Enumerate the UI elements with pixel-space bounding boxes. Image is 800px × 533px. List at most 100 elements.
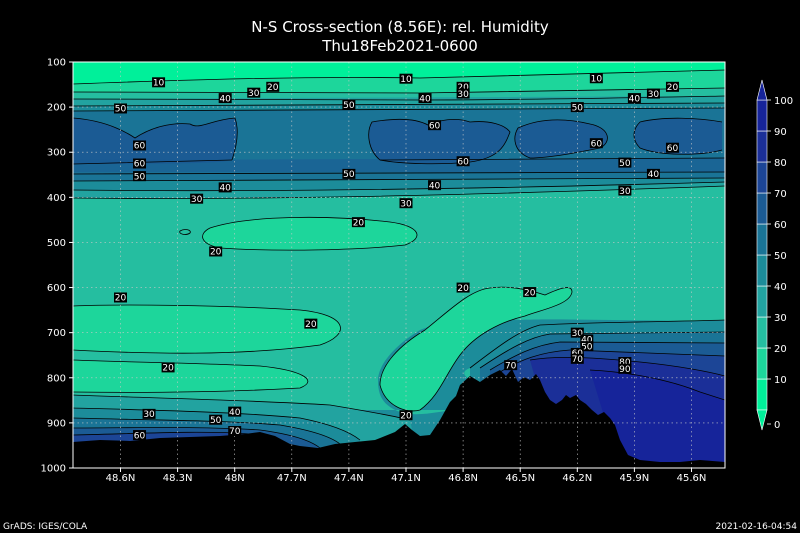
contour-label: 40 (429, 181, 441, 191)
contour-label-bg (133, 430, 147, 441)
contour-label-bg (428, 180, 442, 191)
colorbar-segment (756, 192, 768, 225)
colorbar-label: 50 (774, 251, 787, 262)
contour-label: 10 (153, 79, 165, 89)
grid (73, 62, 725, 468)
colorbar-segment (756, 285, 768, 318)
contour-label: 30 (248, 89, 260, 99)
colorbar-segment (756, 316, 768, 349)
contour-label: 70 (505, 361, 517, 371)
y-tick-label: 100 (47, 58, 66, 69)
y-tick-label: 300 (47, 148, 66, 159)
colorbar-segment (756, 378, 768, 411)
contour-label-bg (133, 140, 147, 151)
x-tick-label: 45.9N (620, 473, 650, 484)
contour-label: 40 (219, 184, 231, 194)
contour-label: 20 (524, 288, 536, 298)
colorbar-label: 80 (774, 158, 787, 169)
contour-label: 10 (591, 74, 603, 84)
contour-label-bg (228, 406, 242, 417)
contour-label: 10 (400, 75, 412, 85)
contour-label: 40 (229, 408, 241, 418)
contour-label-bg (570, 327, 584, 338)
contour-label-bg (456, 282, 470, 293)
y-tick-label: 500 (47, 238, 66, 249)
contour-label: 50 (134, 172, 146, 182)
contour-label-bg (618, 363, 632, 374)
band-30-lower (73, 182, 725, 199)
contour-label-bg (456, 88, 470, 99)
blob-20-d (73, 360, 308, 393)
contour-label: 90 (619, 365, 631, 375)
blob-20-b (73, 305, 341, 354)
contour-label-bg (570, 347, 584, 358)
band-10-20 (73, 70, 725, 93)
contour-label: 30 (572, 329, 584, 339)
contour-label-bg (418, 93, 432, 104)
contour-label-bg (351, 217, 365, 228)
contour-label-bg (627, 93, 641, 104)
contour-label: 40 (648, 170, 660, 180)
contour-label-bg (580, 341, 594, 352)
colorbar-segment (756, 223, 768, 256)
colorbar: 0 10 20 30 40 50 60 70 80 90 100 (756, 79, 793, 431)
y-tick-label: 700 (47, 328, 66, 339)
contour-label: 60 (591, 139, 603, 149)
contour-label: 60 (457, 157, 469, 167)
colorbar-label: 100 (774, 96, 793, 107)
contour-label-bg (399, 198, 413, 209)
contour-label-bg (570, 102, 584, 113)
contour-label-bg (142, 408, 156, 419)
blob-60-d (634, 118, 722, 155)
colorbar-label: 90 (774, 127, 787, 138)
contour-label-bg (589, 138, 603, 149)
y-tick-label: 200 (47, 103, 66, 114)
contour-label-bg (114, 103, 127, 114)
colorbar-label: 0 (774, 420, 780, 431)
x-tick-label: 48N (225, 473, 245, 484)
contour-label: 20 (353, 218, 365, 228)
contour-label: 40 (219, 94, 231, 104)
contour-label: 50 (619, 159, 631, 169)
x-tick-label: 46.5N (505, 473, 535, 484)
contour-label-bg (266, 81, 280, 92)
contour-label-bg (161, 362, 175, 373)
colorbar-label: 10 (774, 375, 787, 386)
contour-label-bg (646, 88, 660, 99)
contour-label: 70 (229, 427, 241, 437)
contour-label-bg (618, 356, 632, 367)
colorbar-label: 60 (774, 220, 787, 231)
contour-label-bg (209, 414, 223, 425)
contour-label: 50 (572, 103, 584, 113)
y-tick-label: 900 (47, 418, 66, 429)
contour-label-bg (504, 360, 518, 371)
contour-label: 20 (667, 83, 679, 93)
x-tick-label: 46.8N (448, 473, 478, 484)
x-axis: 48.6N 48.3N 48N 47.7N 47.4N 47.1N 46.8N 46.5N 46… (106, 468, 706, 484)
plot-frame (72, 61, 726, 469)
contour-label-bg (218, 182, 232, 193)
band-40-lower (73, 178, 725, 191)
contour-label: 20 (457, 284, 469, 294)
contour-label-bg (342, 168, 356, 179)
contour-label-bg (209, 246, 223, 257)
contour-label: 30 (400, 199, 412, 209)
contour-label: 50 (343, 101, 355, 111)
contour-label-bg (456, 156, 470, 167)
contour-label-bg (152, 77, 166, 88)
colorbar-segment (756, 347, 768, 380)
contour-label: 40 (419, 94, 431, 104)
colorbar-segment (756, 161, 768, 194)
contour-label: 20 (115, 294, 127, 304)
contour-label-bg (580, 334, 594, 345)
y-tick-label: 400 (47, 193, 66, 204)
contour-label-bg (523, 287, 537, 298)
colorbar-label: 20 (774, 344, 787, 355)
x-tick-label: 48.6N (106, 473, 136, 484)
colorbar-bottom-arrow (756, 409, 768, 431)
y-tick-label: 600 (47, 283, 66, 294)
contour-label: 60 (134, 160, 146, 170)
blob-60-b (368, 119, 510, 164)
